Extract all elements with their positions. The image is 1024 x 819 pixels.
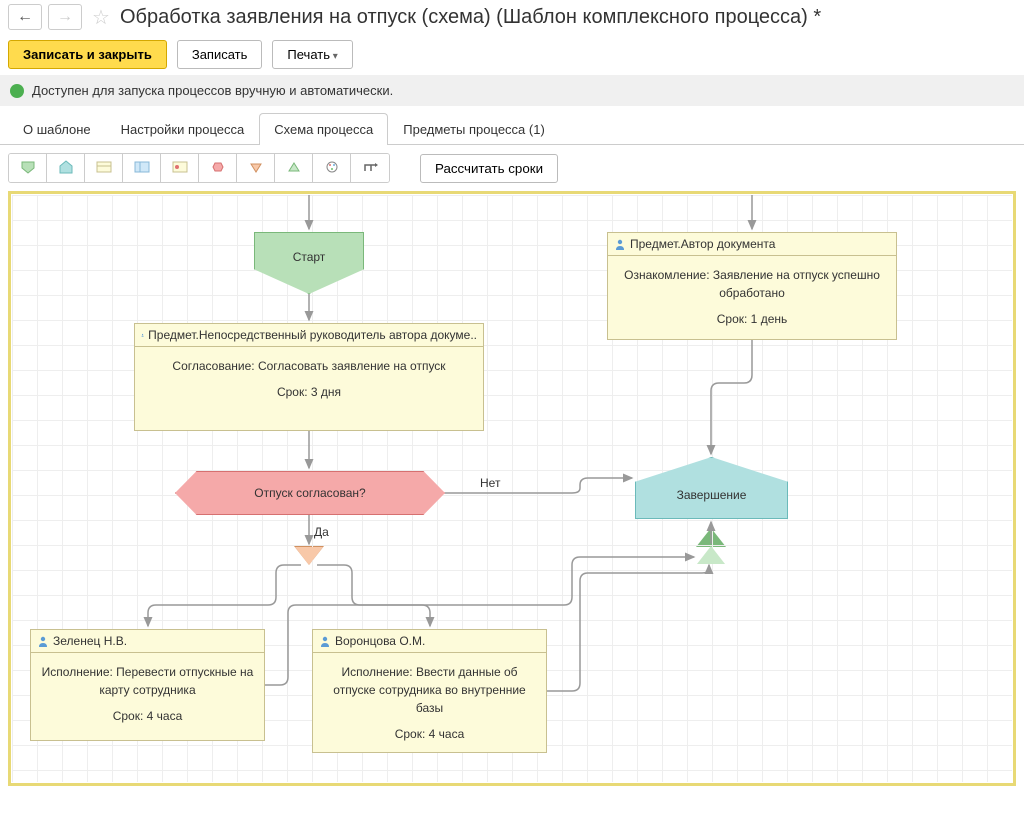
pentagon-down-icon xyxy=(20,160,36,177)
tab-0[interactable]: О шаблоне xyxy=(8,113,106,145)
rect-split-icon xyxy=(96,160,112,177)
task-header-text: Предмет.Непосредственный руководитель ав… xyxy=(148,328,477,342)
task-deadline: Срок: 4 часа xyxy=(321,725,538,743)
calculate-deadlines-button[interactable]: Рассчитать сроки xyxy=(420,154,558,183)
shape-tool-triangle-up[interactable] xyxy=(275,154,313,182)
start-node-label: Старт xyxy=(293,250,326,264)
favorite-star-icon[interactable]: ☆ xyxy=(92,5,110,30)
edge-label-yes: Да xyxy=(314,525,329,539)
task-node-notification[interactable]: Предмет.Автор документа Ознакомление: За… xyxy=(607,232,897,340)
decision-node[interactable]: Отпуск согласован? xyxy=(175,471,445,515)
user-icon xyxy=(614,238,626,250)
triangle-up-icon xyxy=(286,160,302,177)
triangle-down-icon xyxy=(248,160,264,177)
task-description: Исполнение: Ввести данные об отпуске сот… xyxy=(321,663,538,717)
task-header-text: Зеленец Н.В. xyxy=(53,634,127,648)
merge-gateway[interactable] xyxy=(697,546,725,564)
shape-tool-paint[interactable] xyxy=(313,154,351,182)
task-node-payment[interactable]: Зеленец Н.В. Исполнение: Перевести отпус… xyxy=(30,629,265,741)
decision-label: Отпуск согласован? xyxy=(254,486,365,500)
shape-tool-rect-vsplit[interactable] xyxy=(123,154,161,182)
connector-icon xyxy=(362,160,378,177)
shape-tool-connector[interactable] xyxy=(351,154,389,182)
task-node-data-entry[interactable]: Воронцова О.М. Исполнение: Ввести данные… xyxy=(312,629,547,753)
task-deadline: Срок: 4 часа xyxy=(39,707,256,725)
hexagon-icon xyxy=(210,160,226,177)
task-header-text: Предмет.Автор документа xyxy=(630,237,775,251)
task-node-approval[interactable]: Предмет.Непосредственный руководитель ав… xyxy=(134,323,484,431)
paint-icon xyxy=(324,160,340,177)
rect-vsplit-icon xyxy=(134,160,150,177)
end-node-label: Завершение xyxy=(677,488,747,502)
pentagon-up-icon xyxy=(58,160,74,177)
tab-3[interactable]: Предметы процесса (1) xyxy=(388,113,560,145)
status-indicator-icon xyxy=(10,84,24,98)
edge-label-no: Нет xyxy=(480,476,500,490)
status-text: Доступен для запуска процессов вручную и… xyxy=(32,83,393,98)
tab-1[interactable]: Настройки процесса xyxy=(106,113,260,145)
shape-tool-pentagon-up[interactable] xyxy=(47,154,85,182)
process-canvas[interactable]: Старт Предмет.Непосредственный руководит… xyxy=(12,195,1012,782)
start-node[interactable]: Старт xyxy=(254,232,364,294)
task-header-text: Воронцова О.М. xyxy=(335,634,425,648)
task-deadline: Срок: 1 день xyxy=(616,310,888,328)
task-description: Исполнение: Перевести отпускные на карту… xyxy=(39,663,256,699)
page-title: Обработка заявления на отпуск (схема) (Ш… xyxy=(120,6,821,29)
user-icon xyxy=(141,329,144,341)
tab-2[interactable]: Схема процесса xyxy=(259,113,388,145)
user-icon xyxy=(319,635,331,647)
save-button[interactable]: Записать xyxy=(177,40,263,69)
shape-tool-triangle-down[interactable] xyxy=(237,154,275,182)
shape-tool-hexagon[interactable] xyxy=(199,154,237,182)
shape-tool-pentagon-down[interactable] xyxy=(9,154,47,182)
nav-forward-button[interactable]: → xyxy=(48,4,82,30)
end-node[interactable]: Завершение xyxy=(635,457,788,519)
shape-tool-rect-dot[interactable] xyxy=(161,154,199,182)
shape-tool-rect-split[interactable] xyxy=(85,154,123,182)
nav-back-button[interactable]: ← xyxy=(8,4,42,30)
user-icon xyxy=(37,635,49,647)
save-and-close-button[interactable]: Записать и закрыть xyxy=(8,40,167,69)
print-button[interactable]: Печать xyxy=(272,40,352,69)
task-description: Согласование: Согласовать заявление на о… xyxy=(143,357,475,375)
split-gateway[interactable] xyxy=(295,547,323,565)
rect-dot-icon xyxy=(172,160,188,177)
task-description: Ознакомление: Заявление на отпуск успешн… xyxy=(616,266,888,302)
task-deadline: Срок: 3 дня xyxy=(143,383,475,401)
